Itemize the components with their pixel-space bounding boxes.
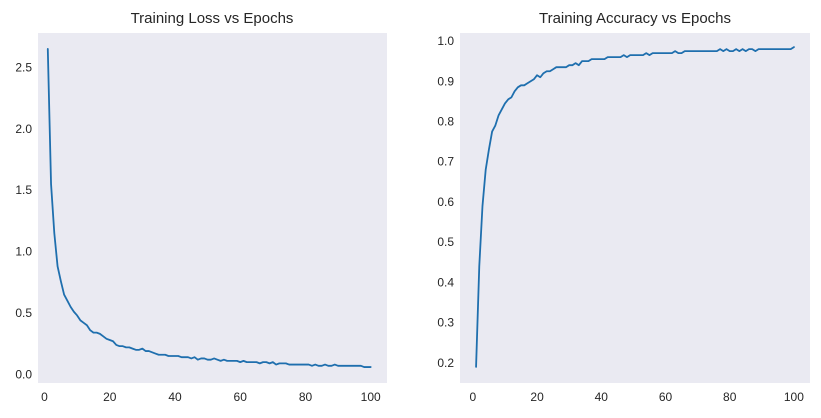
loss-x-tick-label: 40 — [168, 390, 182, 404]
loss-x-tick-label: 60 — [234, 390, 248, 404]
accuracy-y-tick-label: 0.3 — [437, 316, 454, 330]
loss-x-tick-label: 20 — [103, 390, 117, 404]
accuracy-x-tick-label: 20 — [530, 390, 544, 404]
loss-chart-title: Training Loss vs Epochs — [131, 10, 294, 27]
loss-x-tick-labels: 0 20 40 60 80 100 — [41, 390, 381, 404]
accuracy-y-tick-label: 1.0 — [437, 34, 454, 48]
accuracy-y-tick-label: 0.4 — [437, 275, 454, 289]
loss-y-tick-label: 2.0 — [15, 122, 32, 136]
accuracy-y-tick-label: 0.7 — [437, 155, 454, 169]
accuracy-chart-title: Training Accuracy vs Epochs — [539, 10, 731, 27]
accuracy-x-tick-label: 80 — [723, 390, 737, 404]
accuracy-x-tick-label: 40 — [595, 390, 609, 404]
accuracy-y-tick-label: 0.6 — [437, 195, 454, 209]
loss-x-tick-label: 80 — [299, 390, 313, 404]
loss-y-tick-label: 1.0 — [15, 245, 32, 259]
accuracy-series-line — [475, 46, 795, 368]
accuracy-x-tick-label: 100 — [784, 390, 804, 404]
accuracy-y-tick-label: 0.2 — [437, 356, 454, 370]
loss-y-tick-label: 2.5 — [15, 60, 32, 74]
loss-subplot: Training Loss vs Epochs 0 20 40 60 80 100 0.0… — [15, 10, 387, 404]
loss-y-tick-label: 1.5 — [15, 183, 32, 197]
loss-x-tick-label: 100 — [361, 390, 381, 404]
loss-y-tick-label: 0.5 — [15, 306, 32, 320]
accuracy-y-tick-label: 0.8 — [437, 115, 454, 129]
accuracy-x-tick-label: 0 — [469, 390, 476, 404]
accuracy-y-tick-labels: 0.2 0.3 0.4 0.5 0.6 0.7 0.8 0.9 1.0 — [437, 34, 454, 370]
loss-y-tick-label: 0.0 — [15, 367, 32, 381]
accuracy-y-tick-label: 0.5 — [437, 235, 454, 249]
loss-y-tick-labels: 0.0 0.5 1.0 1.5 2.0 2.5 — [15, 60, 32, 381]
loss-series-line — [46, 48, 372, 368]
accuracy-plot-area — [460, 33, 810, 383]
accuracy-y-tick-label: 0.9 — [437, 74, 454, 88]
accuracy-subplot: Training Accuracy vs Epochs 0 20 40 60 80 100… — [437, 10, 810, 404]
loss-x-tick-label: 0 — [41, 390, 48, 404]
accuracy-x-tick-labels: 0 20 40 60 80 100 — [469, 390, 804, 404]
loss-plot-area — [38, 33, 387, 383]
accuracy-x-tick-label: 60 — [659, 390, 673, 404]
